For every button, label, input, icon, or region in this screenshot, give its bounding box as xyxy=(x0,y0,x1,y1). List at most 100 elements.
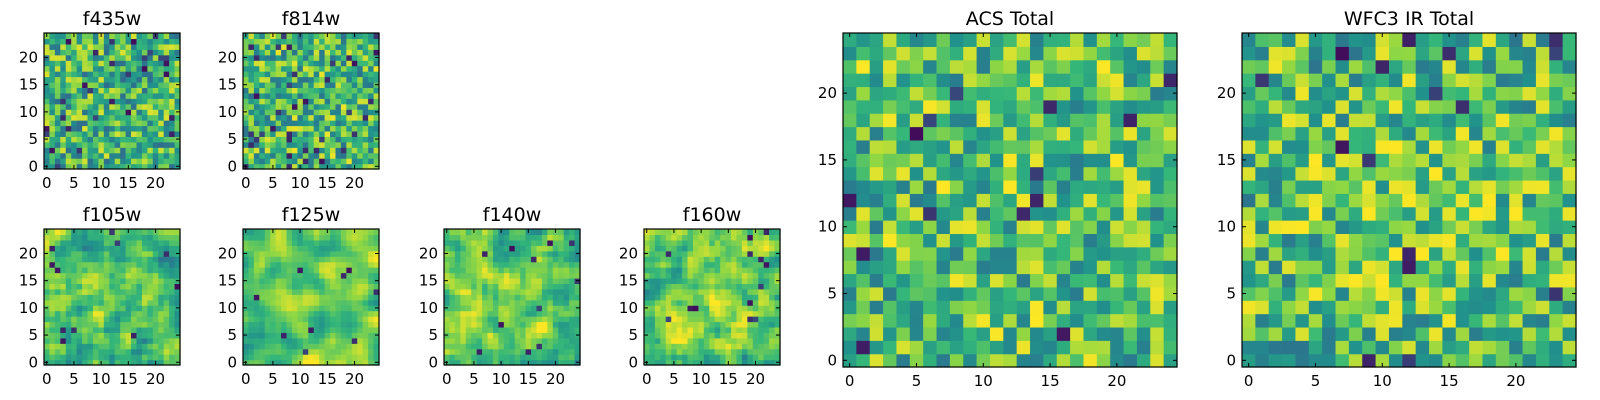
heatmap-cell xyxy=(465,343,472,350)
heatmap-cell xyxy=(158,326,165,333)
heatmap-cell xyxy=(476,359,483,366)
heatmap-cell xyxy=(731,359,738,366)
heatmap-cell xyxy=(373,288,380,295)
heatmap-cell xyxy=(174,267,181,274)
heatmap-cell xyxy=(1043,220,1058,234)
heatmap-cell xyxy=(340,125,347,132)
heatmap-cell xyxy=(1136,220,1151,234)
heatmap-cell xyxy=(319,250,326,257)
heatmap-cell xyxy=(1123,300,1138,315)
heatmap-cell xyxy=(152,272,159,279)
heatmap-cell xyxy=(649,321,656,328)
heatmap-cell xyxy=(1110,206,1125,221)
heatmap-cell xyxy=(487,294,494,301)
heatmap-cell xyxy=(120,261,127,268)
heatmap-cell xyxy=(270,152,277,159)
heatmap-cell xyxy=(92,326,99,333)
heatmap-cell xyxy=(1110,326,1125,341)
heatmap-cell xyxy=(687,316,694,323)
heatmap-cell xyxy=(574,326,581,333)
heatmap-cell xyxy=(319,43,326,50)
heatmap-cell xyxy=(654,229,661,236)
heatmap-cell xyxy=(92,256,99,263)
heatmap-cell xyxy=(654,272,661,279)
heatmap-cell xyxy=(649,332,656,339)
heatmap-cell xyxy=(125,337,132,344)
heatmap-cell xyxy=(896,33,911,47)
heatmap-cell xyxy=(465,310,472,317)
heatmap-cell xyxy=(340,343,347,350)
heatmap-cell xyxy=(98,256,105,263)
heatmap-cell xyxy=(120,277,127,284)
heatmap-cell xyxy=(286,272,293,279)
heatmap-cell xyxy=(324,343,331,350)
heatmap-cell xyxy=(1083,353,1098,368)
heatmap-cell xyxy=(163,60,170,67)
heatmap-cell xyxy=(736,343,743,350)
heatmap-cell xyxy=(351,332,358,339)
heatmap-cell xyxy=(1056,33,1071,47)
heatmap-cell xyxy=(1070,46,1085,61)
heatmap-cell xyxy=(158,348,165,355)
heatmap-cell xyxy=(1003,286,1018,301)
heatmap-cell xyxy=(163,54,170,61)
heatmap-cell xyxy=(98,267,105,274)
heatmap-cell xyxy=(909,59,924,74)
heatmap-cell xyxy=(487,250,494,257)
heatmap-cell xyxy=(103,60,110,67)
heatmap-cell xyxy=(1163,179,1178,194)
heatmap-cell xyxy=(114,163,121,170)
heatmap-cell xyxy=(275,305,282,312)
heatmap-cell xyxy=(243,120,250,127)
heatmap-cell xyxy=(563,288,570,295)
heatmap-cell xyxy=(1163,246,1178,261)
heatmap-cell xyxy=(1096,166,1111,181)
heatmap-cell xyxy=(923,86,938,101)
heatmap-cell xyxy=(120,109,127,116)
heatmap-cell xyxy=(444,245,451,252)
heatmap-cell xyxy=(368,267,375,274)
heatmap-cell xyxy=(169,337,176,344)
heatmap-cell xyxy=(297,332,304,339)
heatmap-cell xyxy=(698,294,705,301)
heatmap-cell xyxy=(1469,353,1484,368)
heatmap-cell xyxy=(1295,260,1310,275)
heatmap-cell xyxy=(71,71,78,78)
heatmap-cell xyxy=(54,267,61,274)
heatmap-cell xyxy=(741,272,748,279)
heatmap-cell xyxy=(769,288,776,295)
heatmap-cell xyxy=(709,245,716,252)
heatmap-cell xyxy=(253,60,260,67)
heatmap-cell xyxy=(1096,153,1111,168)
heatmap-cell xyxy=(1136,286,1151,301)
heatmap-cell xyxy=(275,120,282,127)
heatmap-cell xyxy=(454,310,461,317)
heatmap-cell xyxy=(676,272,683,279)
heatmap-cell xyxy=(141,120,148,127)
heatmap-cell xyxy=(368,359,375,366)
heatmap-cell xyxy=(682,229,689,236)
heatmap-cell xyxy=(253,43,260,50)
heatmap-cell xyxy=(552,277,559,284)
heatmap-cell xyxy=(351,76,358,83)
heatmap-cell xyxy=(340,114,347,121)
heatmap-cell xyxy=(324,239,331,246)
heatmap-cell xyxy=(324,321,331,328)
heatmap-cell xyxy=(163,81,170,88)
heatmap-cell xyxy=(313,277,320,284)
heatmap-cell xyxy=(741,283,748,290)
heatmap-cell xyxy=(520,354,527,361)
heatmap-cell xyxy=(82,76,89,83)
heatmap-cell xyxy=(692,316,699,323)
heatmap-cell xyxy=(319,337,326,344)
heatmap-cell xyxy=(324,147,331,154)
heatmap-cell xyxy=(558,337,565,344)
heatmap-cell xyxy=(351,256,358,263)
heatmap-cell xyxy=(340,87,347,94)
heatmap-cell xyxy=(243,261,250,268)
heatmap-cell xyxy=(49,54,56,61)
heatmap-cell xyxy=(114,272,121,279)
heatmap-cell xyxy=(503,245,510,252)
heatmap-cell xyxy=(1282,246,1297,261)
heatmap-cell xyxy=(286,283,293,290)
